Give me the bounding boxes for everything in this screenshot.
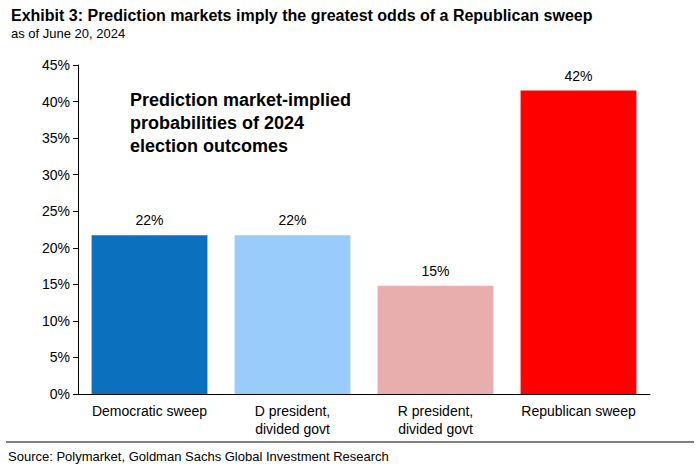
svg-text:Republican sweep: Republican sweep — [521, 403, 636, 419]
svg-text:R president,: R president, — [398, 403, 473, 419]
svg-text:22%: 22% — [278, 212, 306, 228]
svg-text:25%: 25% — [42, 203, 70, 219]
svg-text:0%: 0% — [50, 386, 70, 402]
svg-text:35%: 35% — [42, 130, 70, 146]
svg-text:5%: 5% — [50, 349, 70, 365]
svg-text:42%: 42% — [564, 68, 592, 84]
svg-text:15%: 15% — [42, 276, 70, 292]
svg-text:divided govt: divided govt — [398, 421, 473, 437]
svg-text:divided govt: divided govt — [255, 421, 330, 437]
svg-text:Prediction market-implied: Prediction market-implied — [130, 90, 356, 110]
svg-text:10%: 10% — [42, 313, 70, 329]
svg-text:Exhibit 3: Prediction markets: Exhibit 3: Prediction markets imply the … — [11, 7, 593, 24]
svg-text:45%: 45% — [42, 57, 70, 73]
svg-text:40%: 40% — [42, 94, 70, 110]
svg-text:probabilities of 2024: probabilities of 2024 — [130, 113, 309, 133]
svg-text:election outcomes: election outcomes — [130, 136, 288, 156]
svg-text:as of June 20, 2024: as of June 20, 2024 — [11, 26, 125, 41]
svg-text:D president,: D president, — [255, 403, 330, 419]
svg-text:30%: 30% — [42, 167, 70, 183]
svg-text:Source: Polymarket, Goldman Sa: Source: Polymarket, Goldman Sachs Global… — [8, 449, 389, 464]
svg-text:20%: 20% — [42, 240, 70, 256]
svg-text:22%: 22% — [135, 212, 163, 228]
svg-text:15%: 15% — [421, 263, 449, 279]
svg-text:Democratic sweep: Democratic sweep — [92, 403, 207, 419]
